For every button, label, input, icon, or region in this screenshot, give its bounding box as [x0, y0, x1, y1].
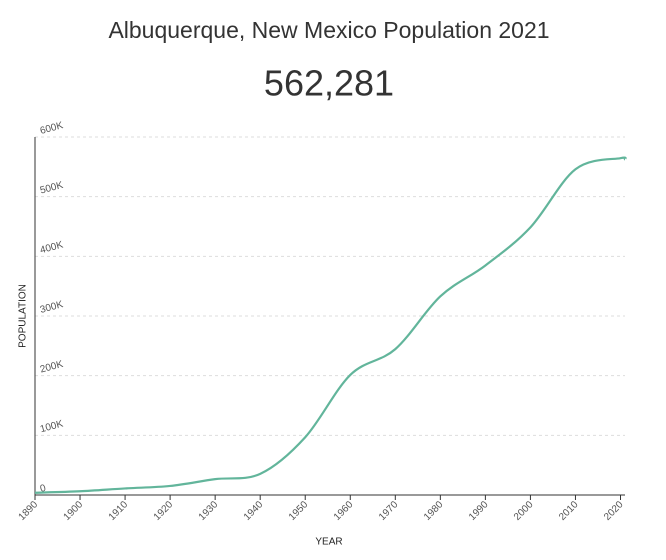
y-tick-label: 100K [39, 418, 65, 435]
y-tick-label: 500K [39, 180, 65, 197]
y-tick-label: 300K [39, 299, 65, 316]
y-tick-label: 0 [39, 483, 48, 495]
headline-value: 562,281 [264, 63, 394, 104]
x-tick-label: 1970 [377, 499, 401, 523]
x-tick-label: 2010 [557, 499, 581, 523]
y-tick-label: 400K [39, 239, 65, 256]
x-tick-label: 1960 [332, 499, 356, 523]
x-tick-label: 2020 [602, 499, 626, 523]
x-tick-label: 1920 [152, 499, 176, 523]
chart-title: Albuquerque, New Mexico Population 2021 [108, 17, 549, 43]
y-tick-label: 200K [39, 359, 65, 376]
x-tick-label: 1890 [17, 499, 41, 523]
x-tick-label: 1930 [197, 499, 221, 523]
x-tick-label: 1940 [242, 499, 266, 523]
x-tick-label: 2000 [512, 499, 536, 523]
population-line [34, 156, 627, 494]
x-axis-label: YEAR [315, 537, 342, 548]
y-axis-label: POPULATION [18, 284, 29, 348]
x-tick-label: 1990 [467, 499, 491, 523]
x-tick-label: 1900 [62, 499, 86, 523]
x-tick-label: 1910 [107, 499, 131, 523]
x-tick-label: 1950 [287, 499, 311, 523]
y-tick-label: 600K [39, 120, 65, 137]
x-tick-label: 1980 [422, 499, 446, 523]
